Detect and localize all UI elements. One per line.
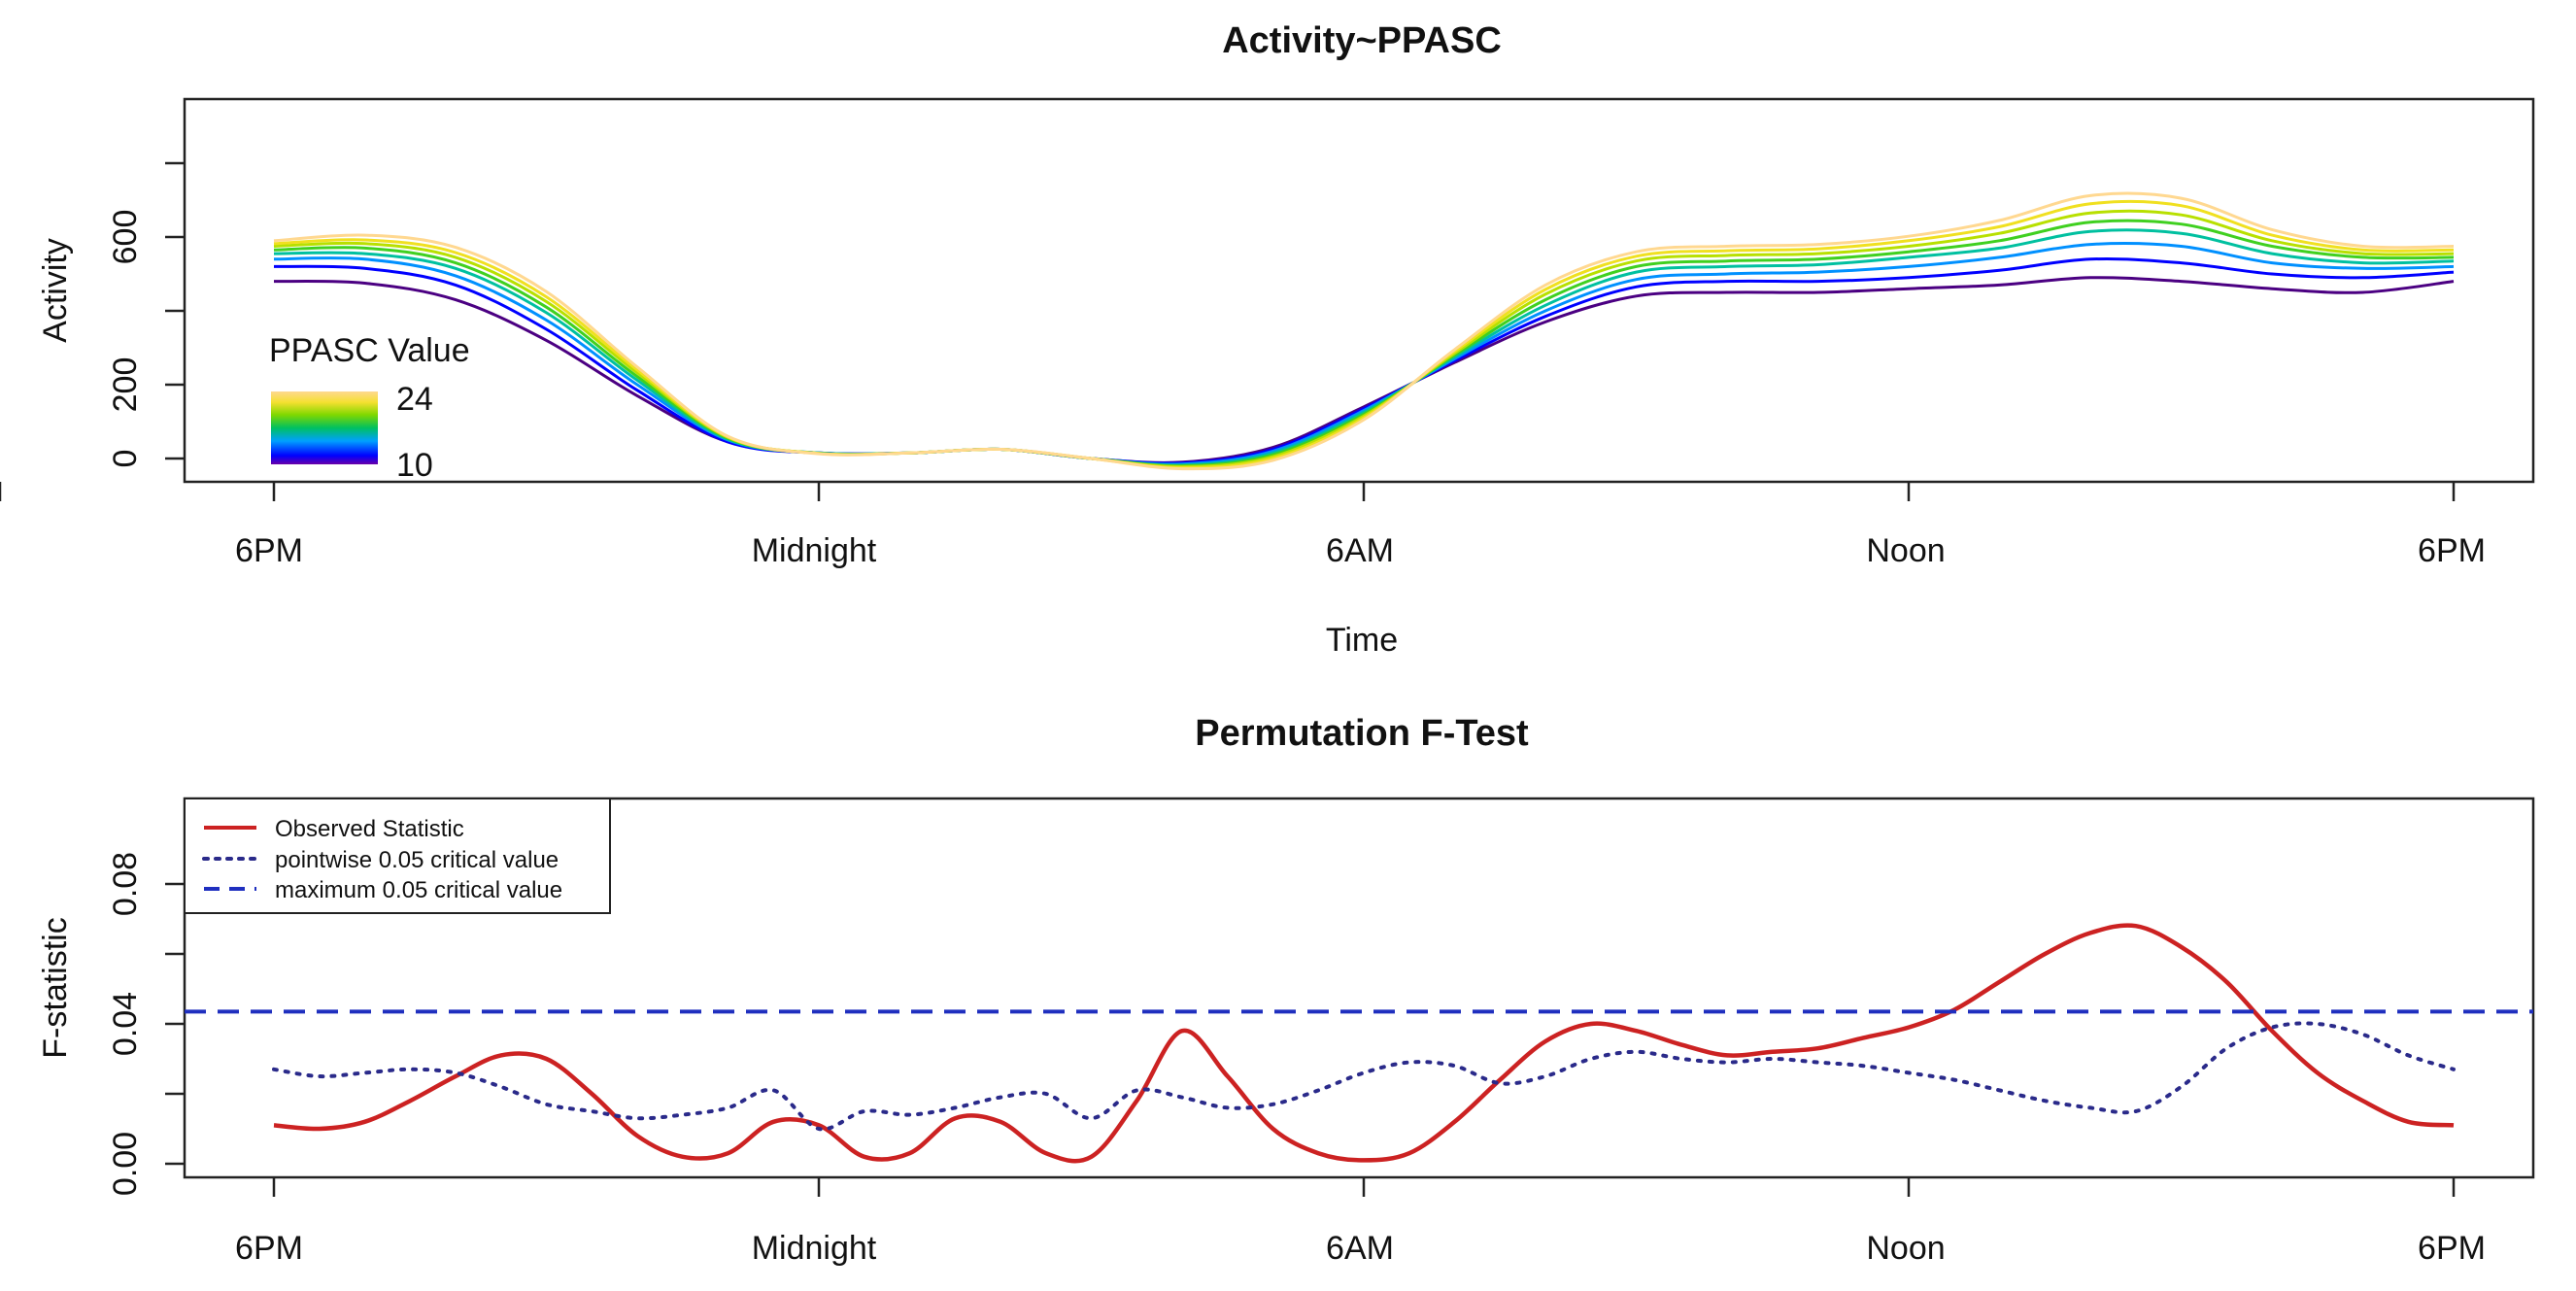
y-axis: 0 200 600 xyxy=(107,161,185,468)
y-tick-label: 200 xyxy=(107,357,144,413)
y-tick-label: 0.08 xyxy=(107,852,144,916)
series-line-ppasc-16 xyxy=(273,228,2455,467)
x-tick-label: Noon xyxy=(1866,532,1945,569)
series-line-ppasc-22 xyxy=(273,199,2455,470)
x-tick-label: Noon xyxy=(1866,1230,1945,1267)
y-axis-label: F-statistic xyxy=(37,917,74,1058)
chart-permutation-ftest: Permutation F-Test 6PM Midnight 6AM Noon… xyxy=(37,713,2535,1267)
series-line-ppasc-12 xyxy=(273,256,2455,465)
x-tick-label: 6AM xyxy=(1326,1230,1394,1267)
chart-title: Permutation F-Test xyxy=(1195,713,1529,754)
series-line-observed-statistic xyxy=(273,923,2455,1164)
series-line-pointwise-0-05-critical-value xyxy=(272,1021,2456,1132)
x-axis: 6PM Midnight 6AM Noon 6PM xyxy=(235,1177,2486,1267)
x-axis-label: Time xyxy=(1326,622,1398,659)
plot-frame xyxy=(183,97,2535,484)
legend-entry: pointwise 0.05 critical value xyxy=(275,847,559,873)
series-line-ppasc-10 xyxy=(273,276,2455,464)
legend-entry: Observed Statistic xyxy=(275,816,464,842)
y-tick-label: 0 xyxy=(107,450,144,468)
colorbar-gradient xyxy=(271,391,378,464)
chart-title: Activity~PPASC xyxy=(1222,20,1502,61)
series-lines xyxy=(185,923,2533,1164)
x-tick-label: 6PM xyxy=(2418,1230,2486,1267)
y-axis-label: Activity xyxy=(37,238,74,343)
y-tick-label: 600 xyxy=(107,210,144,265)
colorbar-min-label: 10 xyxy=(396,447,433,484)
series-line-ppasc-18 xyxy=(273,219,2455,468)
legend: Observed Statistic pointwise 0.05 critic… xyxy=(184,798,611,914)
y-tick-label: 0.00 xyxy=(107,1132,144,1196)
y-tick-label: 0.04 xyxy=(107,992,144,1056)
x-tick-label: Midnight xyxy=(752,532,877,569)
series-lines xyxy=(273,191,2455,471)
x-tick-label: 6PM xyxy=(235,1230,303,1267)
colorbar-title: PPASC Value xyxy=(269,332,470,369)
colorbar-max-label: 24 xyxy=(396,381,433,418)
x-tick-label: 6PM xyxy=(2418,532,2486,569)
plot-frame xyxy=(183,797,2535,1179)
colorbar-legend: PPASC Value 24 10 xyxy=(269,332,470,484)
legend-entry: maximum 0.05 critical value xyxy=(275,877,562,903)
x-axis: 6PM Midnight 6AM Noon 6PM xyxy=(0,482,2486,569)
x-tick-label: 6AM xyxy=(1326,532,1394,569)
series-line-ppasc-14 xyxy=(273,242,2455,466)
series-line-ppasc-24 xyxy=(273,191,2455,471)
series-line-ppasc-20 xyxy=(273,209,2455,468)
chart-activity: Activity~PPASC 6PM Midnight 6AM Noon 6PM… xyxy=(0,20,2535,659)
y-axis: 0.00 0.04 0.08 xyxy=(107,852,185,1196)
legend-box xyxy=(184,798,611,914)
x-tick-label: 6PM xyxy=(235,532,303,569)
x-tick-label: Midnight xyxy=(752,1230,877,1267)
